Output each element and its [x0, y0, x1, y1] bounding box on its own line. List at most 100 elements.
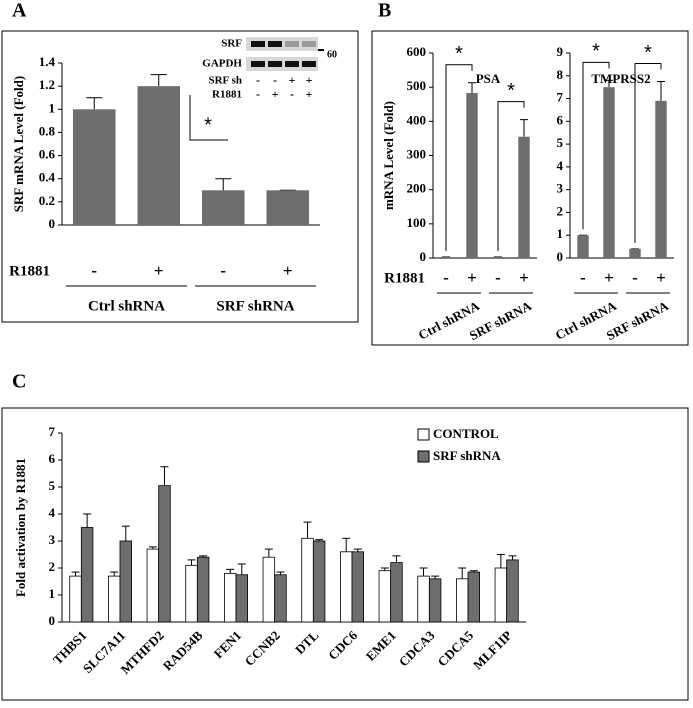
bar [492, 256, 504, 258]
bar [577, 235, 589, 258]
y-tick-label: 1 [557, 226, 564, 241]
y-tick-label: 6 [49, 451, 56, 466]
bar [440, 256, 452, 258]
bar [301, 537, 314, 623]
bar [390, 562, 403, 623]
bar [378, 570, 392, 623]
y-tick-label: 3 [557, 181, 564, 196]
bar [196, 556, 210, 623]
y-tick-label: 500 [407, 78, 427, 93]
y-axis-label: SRF mRNA Level (Fold) [11, 76, 26, 212]
y-tick-label: 0 [557, 249, 564, 264]
blot-condition-sign: + [306, 87, 313, 101]
legend-label: CONTROL [433, 426, 499, 441]
x-tick-label: + [519, 268, 529, 287]
y-tick-label: 5 [49, 478, 56, 493]
blot-condition-sign: - [273, 73, 277, 87]
group-label: SRF shRNA [216, 298, 294, 314]
x-tick-label: + [154, 261, 164, 280]
y-tick-label: 0 [420, 249, 427, 264]
y-tick-label: 0.4 [39, 170, 56, 185]
bar [428, 578, 442, 623]
bar [603, 87, 615, 259]
y-tick-label: 2 [557, 203, 564, 218]
y-tick-label: 1 [49, 586, 56, 601]
bar [629, 248, 641, 258]
y-tick-label: 4 [49, 505, 56, 520]
blot-condition-sign: + [306, 73, 313, 87]
bar [262, 556, 276, 623]
x-tick-label: + [467, 268, 477, 287]
x-tick-label: + [604, 268, 614, 287]
blot-band [285, 41, 299, 47]
blot-row-label: GAPDH [202, 58, 242, 70]
y-axis-label: mRNA Level (Fold) [381, 101, 396, 210]
significance-bracket [189, 95, 228, 141]
treatment-label: R1881 [384, 270, 425, 286]
bar [455, 578, 469, 623]
x-tick-label: - [443, 268, 449, 287]
blot-marker: 60 [327, 49, 337, 60]
x-tick-label: - [632, 268, 638, 287]
blot-band [302, 41, 316, 47]
y-tick-label: 1 [49, 100, 56, 115]
x-tick-label: - [580, 268, 586, 287]
blot-condition-sign: + [272, 87, 279, 101]
blot-band [268, 61, 282, 67]
bar [80, 527, 94, 623]
x-tick-label: CDCA3 [396, 627, 438, 669]
x-tick-label: EME1 [363, 628, 399, 664]
bar [108, 575, 121, 623]
x-tick-label: - [220, 261, 226, 280]
bar [466, 92, 478, 258]
y-axis-label: Fold activation by R1881 [13, 458, 28, 597]
y-tick-label: 1.2 [39, 77, 55, 92]
blot-condition-label: R1881 [212, 89, 242, 101]
panel-label: C [12, 371, 26, 393]
legend-label: SRF shRNA [433, 448, 501, 463]
bar [467, 571, 481, 623]
y-tick-label: 300 [407, 146, 427, 161]
chart-title: TMPRSS2 [591, 71, 650, 86]
blot-row-label: SRF [221, 38, 242, 50]
significance-mark: * [507, 80, 515, 102]
y-tick-label: 3 [49, 532, 56, 547]
bar [119, 540, 133, 623]
y-tick-label: 2 [49, 559, 56, 574]
significance-bracket [582, 61, 610, 230]
y-tick-label: 100 [407, 215, 427, 230]
bar [339, 551, 353, 623]
y-tick-label: 7 [557, 90, 564, 105]
y-tick-label: 7 [49, 424, 56, 439]
blot-condition-label: SRF sh [208, 75, 242, 87]
blot-band [251, 41, 265, 47]
y-tick-label: 0 [49, 216, 56, 231]
y-tick-label: 0.6 [39, 147, 56, 162]
y-tick-label: 9 [557, 44, 564, 59]
x-tick-label: DTL [292, 627, 322, 657]
x-tick-label: CCNB2 [242, 628, 283, 669]
bar [69, 575, 82, 623]
bar [146, 548, 160, 623]
group-label: Ctrl shRNA [88, 298, 165, 314]
significance-mark: * [644, 42, 652, 64]
bar [655, 100, 667, 258]
y-tick-label: 0.2 [39, 193, 55, 208]
legend-swatch [417, 450, 430, 463]
panel-label: A [12, 0, 27, 22]
x-tick-label: FEN1 [211, 628, 245, 662]
y-tick-label: 5 [557, 135, 564, 150]
significance-bracket [445, 64, 473, 251]
x-tick-label: + [283, 261, 293, 280]
y-tick-label: 8 [557, 67, 564, 82]
blot-band [268, 41, 282, 47]
y-tick-label: 4 [557, 158, 564, 173]
blot-condition-sign: + [289, 73, 296, 87]
blot-band [251, 61, 265, 67]
y-tick-label: 0.8 [39, 123, 56, 138]
bar [518, 136, 530, 258]
y-tick-label: 400 [407, 112, 427, 127]
significance-mark: * [204, 114, 212, 136]
y-tick-label: 600 [407, 44, 427, 59]
